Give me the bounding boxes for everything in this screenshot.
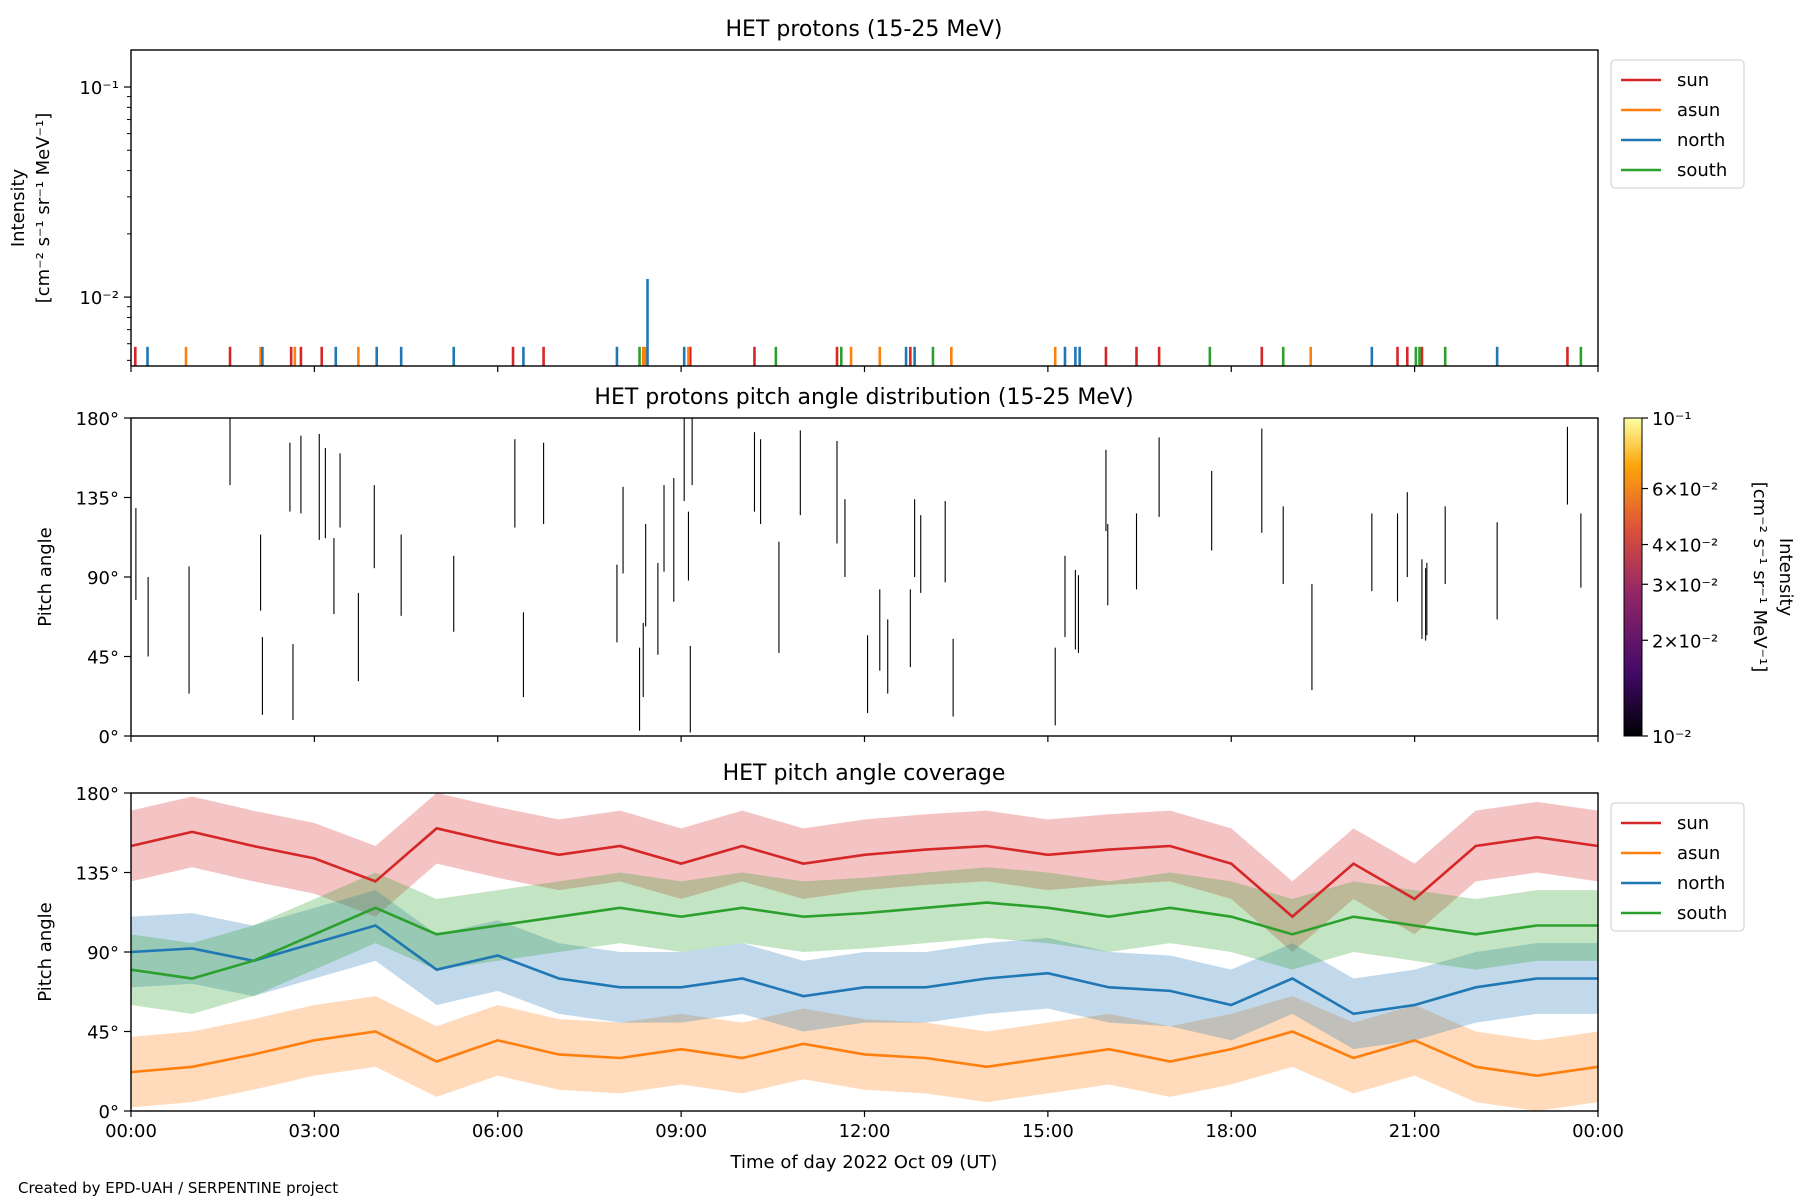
x-axis-label: Time of day 2022 Oct 09 (UT) xyxy=(730,1152,998,1173)
legend-label-sun: sun xyxy=(1677,813,1709,834)
x-tick-label: 18:00 xyxy=(1205,1121,1257,1142)
colorbar-tick-label: 2×10⁻² xyxy=(1652,631,1718,652)
y-axis-label: Pitch angle xyxy=(35,527,56,626)
colorbar-tick-label: 6×10⁻² xyxy=(1652,480,1718,501)
x-tick-label: 03:00 xyxy=(288,1121,340,1142)
panel-intensity: HET protons (15-25 MeV) 10⁻¹ 10⁻² Intensi… xyxy=(8,17,1745,372)
legend-label-north: north xyxy=(1677,873,1725,894)
panel-title-pad: HET protons pitch angle distribution (15… xyxy=(594,385,1133,410)
x-tick-label: 09:00 xyxy=(655,1121,707,1142)
coverage-line-south xyxy=(130,901,1598,980)
panel-coverage: HET pitch angle coverage 0° 45° 90° 135° 180… xyxy=(35,761,1745,1142)
x-tick-label: 15:00 xyxy=(1022,1121,1074,1142)
colorbar-tick-label: 10⁻¹ xyxy=(1652,409,1692,430)
y-tick-label: 0° xyxy=(99,1102,119,1123)
x-tick-label: 00:00 xyxy=(105,1121,157,1142)
panel-title-coverage: HET pitch angle coverage xyxy=(723,761,1006,786)
x-tick-label: 21:00 xyxy=(1389,1121,1441,1142)
y-tick-label: 45° xyxy=(87,648,119,669)
y-tick-label: 180° xyxy=(76,409,119,430)
panel-title-intensity: HET protons (15-25 MeV) xyxy=(726,17,1003,42)
y-axis-label: Pitch angle xyxy=(35,902,56,1001)
legend-label-north: north xyxy=(1677,130,1725,151)
coverage-line-asun xyxy=(130,1030,1599,1077)
panel-pad: HET protons pitch angle distribution (15… xyxy=(35,385,1796,748)
axes-frame xyxy=(130,417,1599,737)
coverage-line-north xyxy=(130,924,1598,1016)
colorbar xyxy=(1623,417,1643,737)
legend-label-south: south xyxy=(1677,160,1727,181)
colorbar-tick-label: 3×10⁻² xyxy=(1652,575,1718,596)
x-tick-label: 06:00 xyxy=(472,1121,524,1142)
legend-box xyxy=(1610,802,1745,932)
coverage-line-sun xyxy=(130,826,1599,919)
coverage-band-south xyxy=(131,867,1598,1014)
legend-label-asun: asun xyxy=(1677,843,1720,864)
legend-label-sun: sun xyxy=(1677,70,1709,91)
y-tick-label: 135° xyxy=(76,864,119,885)
y-axis-unit: [cm⁻² s⁻¹ sr⁻¹ MeV⁻¹] xyxy=(33,113,54,304)
legend-box xyxy=(1610,59,1745,189)
credit-text: Created by EPD-UAH / SERPENTINE project xyxy=(18,1179,338,1197)
legend-label-south: south xyxy=(1677,903,1727,924)
y-tick-label: 10⁻¹ xyxy=(79,78,119,99)
axes-frame xyxy=(130,49,1599,367)
x-tick-label: 00:00 xyxy=(1572,1121,1624,1142)
y-tick-label: 10⁻² xyxy=(79,288,119,309)
colorbar-label: Intensity xyxy=(1775,538,1796,617)
coverage-band-sun xyxy=(131,793,1598,952)
colorbar-tick-label: 4×10⁻² xyxy=(1652,536,1718,557)
coverage-band-north xyxy=(131,890,1598,1050)
colorbar-unit: [cm⁻² s⁻¹ sr⁻¹ MeV⁻¹] xyxy=(1749,482,1770,673)
y-tick-label: 135° xyxy=(76,489,119,510)
y-tick-label: 0° xyxy=(99,727,119,748)
colorbar-tick-label: 10⁻² xyxy=(1652,727,1692,748)
x-tick-label: 12:00 xyxy=(839,1121,891,1142)
y-tick-label: 90° xyxy=(87,943,119,964)
y-axis-label: Intensity xyxy=(8,168,29,247)
y-tick-label: 180° xyxy=(76,784,119,805)
y-tick-label: 45° xyxy=(87,1023,119,1044)
y-tick-label: 90° xyxy=(87,568,119,589)
legend-label-asun: asun xyxy=(1677,100,1720,121)
